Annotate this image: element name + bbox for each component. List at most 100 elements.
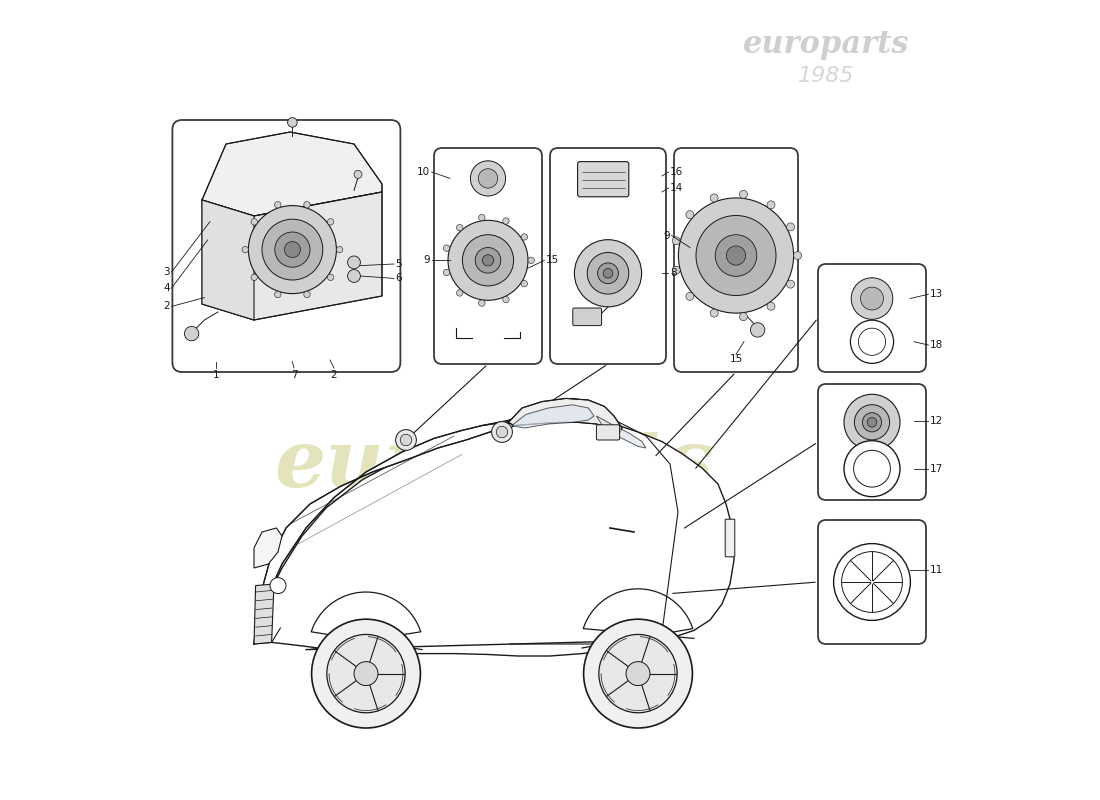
Circle shape (686, 292, 694, 300)
Circle shape (492, 422, 513, 442)
Circle shape (860, 287, 883, 310)
Circle shape (304, 202, 310, 208)
Circle shape (844, 394, 900, 450)
Text: 3: 3 (164, 267, 170, 277)
Text: 4: 4 (164, 283, 170, 293)
Text: a passion for parts since 1985: a passion for parts since 1985 (337, 574, 651, 594)
Circle shape (726, 246, 746, 265)
Circle shape (767, 201, 775, 209)
Text: 2: 2 (164, 302, 170, 311)
Circle shape (715, 234, 757, 276)
Text: 18: 18 (930, 340, 944, 350)
Circle shape (626, 662, 650, 686)
Circle shape (262, 219, 322, 280)
Circle shape (739, 313, 747, 321)
Text: 1: 1 (213, 370, 220, 379)
FancyBboxPatch shape (818, 520, 926, 644)
Text: 7: 7 (290, 370, 297, 379)
Polygon shape (202, 192, 382, 320)
FancyBboxPatch shape (725, 519, 735, 557)
Circle shape (328, 274, 333, 281)
Text: 15: 15 (729, 354, 743, 364)
Text: 1985: 1985 (798, 66, 855, 86)
Circle shape (711, 194, 718, 202)
Text: 2: 2 (331, 370, 338, 379)
Circle shape (503, 297, 509, 303)
Circle shape (686, 210, 694, 218)
Circle shape (767, 302, 775, 310)
Circle shape (786, 223, 794, 231)
Circle shape (475, 247, 500, 273)
Circle shape (327, 634, 405, 713)
Polygon shape (596, 416, 646, 448)
Circle shape (584, 619, 692, 728)
Circle shape (443, 245, 450, 251)
Circle shape (503, 218, 509, 224)
Polygon shape (512, 405, 594, 428)
Circle shape (328, 218, 333, 225)
Circle shape (867, 418, 877, 427)
FancyBboxPatch shape (596, 425, 619, 440)
Circle shape (528, 257, 535, 263)
Circle shape (304, 291, 310, 298)
Circle shape (483, 254, 494, 266)
Circle shape (862, 413, 881, 432)
Circle shape (251, 274, 257, 281)
Circle shape (521, 281, 528, 287)
Circle shape (851, 278, 893, 319)
Circle shape (603, 269, 613, 278)
Circle shape (311, 619, 420, 728)
Circle shape (672, 237, 680, 245)
Circle shape (287, 118, 297, 127)
Text: 17: 17 (930, 464, 944, 474)
Circle shape (443, 270, 450, 276)
Polygon shape (254, 584, 274, 644)
Circle shape (396, 430, 417, 450)
Text: 14: 14 (670, 183, 683, 193)
Circle shape (337, 246, 343, 253)
Circle shape (587, 253, 629, 294)
Circle shape (855, 405, 890, 440)
Circle shape (478, 214, 485, 221)
Circle shape (354, 170, 362, 178)
Circle shape (478, 300, 485, 306)
Circle shape (793, 251, 802, 259)
FancyBboxPatch shape (550, 148, 666, 364)
Circle shape (672, 266, 680, 274)
Circle shape (285, 242, 300, 258)
Polygon shape (202, 200, 254, 320)
Circle shape (471, 161, 506, 196)
Circle shape (521, 234, 528, 240)
Text: 5: 5 (396, 259, 403, 269)
FancyBboxPatch shape (818, 264, 926, 372)
Circle shape (844, 441, 900, 497)
Text: 9: 9 (424, 255, 430, 266)
Circle shape (711, 309, 718, 317)
Circle shape (462, 234, 514, 286)
Text: 15: 15 (546, 255, 559, 266)
Circle shape (496, 426, 508, 438)
Circle shape (275, 202, 280, 208)
Text: 9: 9 (663, 230, 670, 241)
Text: 6: 6 (396, 274, 403, 283)
Circle shape (448, 220, 528, 300)
Text: 11: 11 (930, 565, 944, 575)
Circle shape (478, 169, 497, 188)
Circle shape (834, 544, 911, 621)
Text: europarts: europarts (274, 426, 714, 502)
Text: 10: 10 (417, 167, 430, 177)
Polygon shape (254, 422, 510, 644)
Circle shape (348, 256, 361, 269)
Circle shape (597, 263, 618, 284)
Circle shape (275, 291, 280, 298)
Circle shape (739, 190, 747, 198)
Circle shape (400, 434, 411, 446)
Circle shape (574, 240, 641, 307)
Polygon shape (202, 132, 382, 216)
Polygon shape (506, 398, 594, 422)
Circle shape (696, 215, 775, 295)
Circle shape (270, 578, 286, 594)
FancyBboxPatch shape (578, 162, 629, 197)
Circle shape (251, 218, 257, 225)
Circle shape (185, 326, 199, 341)
